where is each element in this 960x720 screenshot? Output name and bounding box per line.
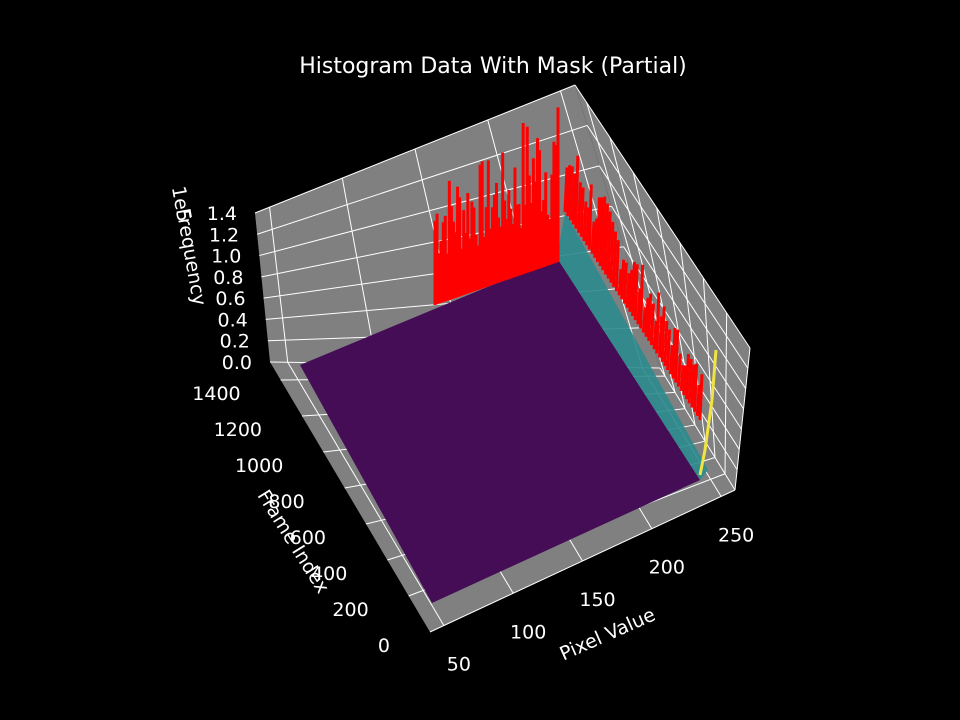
- mask-spike-side-40: [671, 327, 677, 379]
- mask-spike-side-30: [644, 297, 650, 337]
- mask-spike-side-17: [609, 221, 615, 283]
- y-tick-label-6: 1200: [214, 419, 262, 441]
- z-tick-label-6: 1.2: [209, 224, 239, 246]
- mask-spike-side-26: [633, 264, 639, 321]
- mask-spike-side-6: [579, 187, 585, 238]
- side-pane: [575, 85, 750, 490]
- y-grid-side-1: [724, 312, 728, 474]
- surface-base: [300, 258, 700, 603]
- mask-spike-side-3: [571, 174, 577, 225]
- y-grid-floor-0: [429, 489, 736, 633]
- y-grid-side-2: [702, 277, 716, 458]
- x-axis-label: Pixel Value: [556, 604, 658, 666]
- z-grid-side-4: [611, 206, 744, 410]
- y-grid-side-0: [734, 347, 751, 491]
- z-grid-back-7: [254, 84, 576, 214]
- mask-spike-side-23: [625, 273, 631, 308]
- x-tick-label-0: 50: [447, 654, 471, 676]
- mask-spike-side-38: [666, 329, 672, 371]
- mask-spike-side-20: [617, 268, 623, 296]
- z-grid-back-6: [256, 124, 588, 235]
- mask-spikes: [433, 107, 704, 421]
- mask-spike-side-8: [585, 207, 591, 246]
- z-grid-side-0: [659, 367, 736, 491]
- mask-spike-side-42: [676, 353, 682, 387]
- surface-edge-yellow: [698, 349, 718, 476]
- mask-spike-side-46: [687, 358, 693, 404]
- mask-spike-side-21: [620, 259, 626, 300]
- mask-spike-side-27: [636, 288, 642, 325]
- mask-spike-side-31: [647, 293, 653, 342]
- z-tick-label-3: 0.6: [215, 288, 245, 310]
- mask-spike-side-41: [674, 329, 680, 383]
- z-offset-label: 1e5: [167, 184, 195, 223]
- mask-spike-side-49: [695, 384, 701, 416]
- x-tick-label-2: 150: [579, 589, 615, 611]
- mask-spike-side-10: [590, 221, 596, 254]
- mask-spike-side-28: [639, 264, 645, 329]
- mask-spike-side-43: [679, 365, 685, 391]
- x-grid-back-0: [269, 207, 289, 363]
- mask-spike-side-34: [655, 292, 661, 354]
- x-tick-label-4: 250: [718, 524, 754, 546]
- mask-spike-side-47: [690, 364, 696, 408]
- mask-spike-side-14: [601, 196, 607, 271]
- mask-spike-side-5: [577, 182, 582, 233]
- mask-spike-side-18: [612, 231, 618, 287]
- z-tick-label-1: 0.2: [220, 331, 250, 353]
- mask-spike-side-33: [652, 320, 658, 350]
- mask-spike-side-50: [698, 374, 704, 421]
- mask-spike-side-25: [631, 261, 636, 317]
- mask-spike-side-15: [604, 203, 609, 275]
- y-tick-label-3: 600: [290, 527, 326, 549]
- mask-spike-side-48: [693, 363, 699, 412]
- mask-spike-side-37: [663, 320, 669, 366]
- z-tick-label-0: 0.0: [222, 352, 252, 374]
- y-tick-label-0: 0: [378, 635, 390, 657]
- mask-spike-side-4: [574, 155, 580, 229]
- z-grid-side-7: [574, 84, 751, 349]
- z-tick-label-4: 0.8: [213, 267, 243, 289]
- mask-spike-side-39: [668, 345, 674, 375]
- mask-spike-side-13: [598, 197, 604, 267]
- mask-spike-side-7: [582, 201, 588, 242]
- y-tick-label-4: 800: [268, 491, 304, 513]
- x-tick-label-1: 100: [510, 621, 546, 643]
- z-tick-label-7: 1.4: [207, 203, 237, 225]
- chart-title: Histogram Data With Mask (Partial): [299, 54, 687, 79]
- mask-spike-side-32: [649, 303, 655, 346]
- mask-spike-side-11: [593, 218, 599, 258]
- x-tick-label-3: 200: [649, 557, 685, 579]
- y-tick-label-5: 1000: [235, 455, 283, 477]
- z-grid-side-5: [598, 165, 747, 389]
- mask-spike-side-12: [595, 197, 601, 262]
- z-grid-side-6: [586, 125, 749, 369]
- mask-spike-side-16: [606, 211, 612, 279]
- mask-spike-side-22: [622, 262, 628, 304]
- y-tick-label-7: 1400: [192, 383, 240, 405]
- x-grid-floor-0: [287, 362, 445, 626]
- y-tick-label-1: 200: [332, 599, 368, 621]
- mask-spike-side-35: [658, 316, 663, 358]
- mask-spike-side-19: [614, 240, 620, 292]
- tick-labels: 50 100 150 200 250 0 200 400 600 800 1000 1200 1400 0…: [192, 203, 754, 676]
- mask-spike-side-2: [568, 166, 574, 221]
- mask-spike-side-24: [628, 269, 634, 312]
- mask-spike-side-1: [566, 165, 572, 217]
- mask-spike-side-0: [563, 167, 569, 213]
- y-tick-label-2: 400: [311, 563, 347, 585]
- mask-spike-side-36: [660, 306, 666, 362]
- x-grid-back-1: [341, 178, 377, 364]
- mask-spike-side-9: [587, 184, 593, 250]
- mask-spike-side-44: [682, 365, 688, 396]
- z-grid-back-5: [259, 165, 600, 257]
- z-tick-label-2: 0.4: [217, 309, 247, 331]
- z-tick-label-5: 1.0: [211, 246, 241, 268]
- mask-spike-side-29: [641, 307, 647, 333]
- mask-spike-side-45: [685, 353, 690, 400]
- surface-ridge: [557, 212, 708, 480]
